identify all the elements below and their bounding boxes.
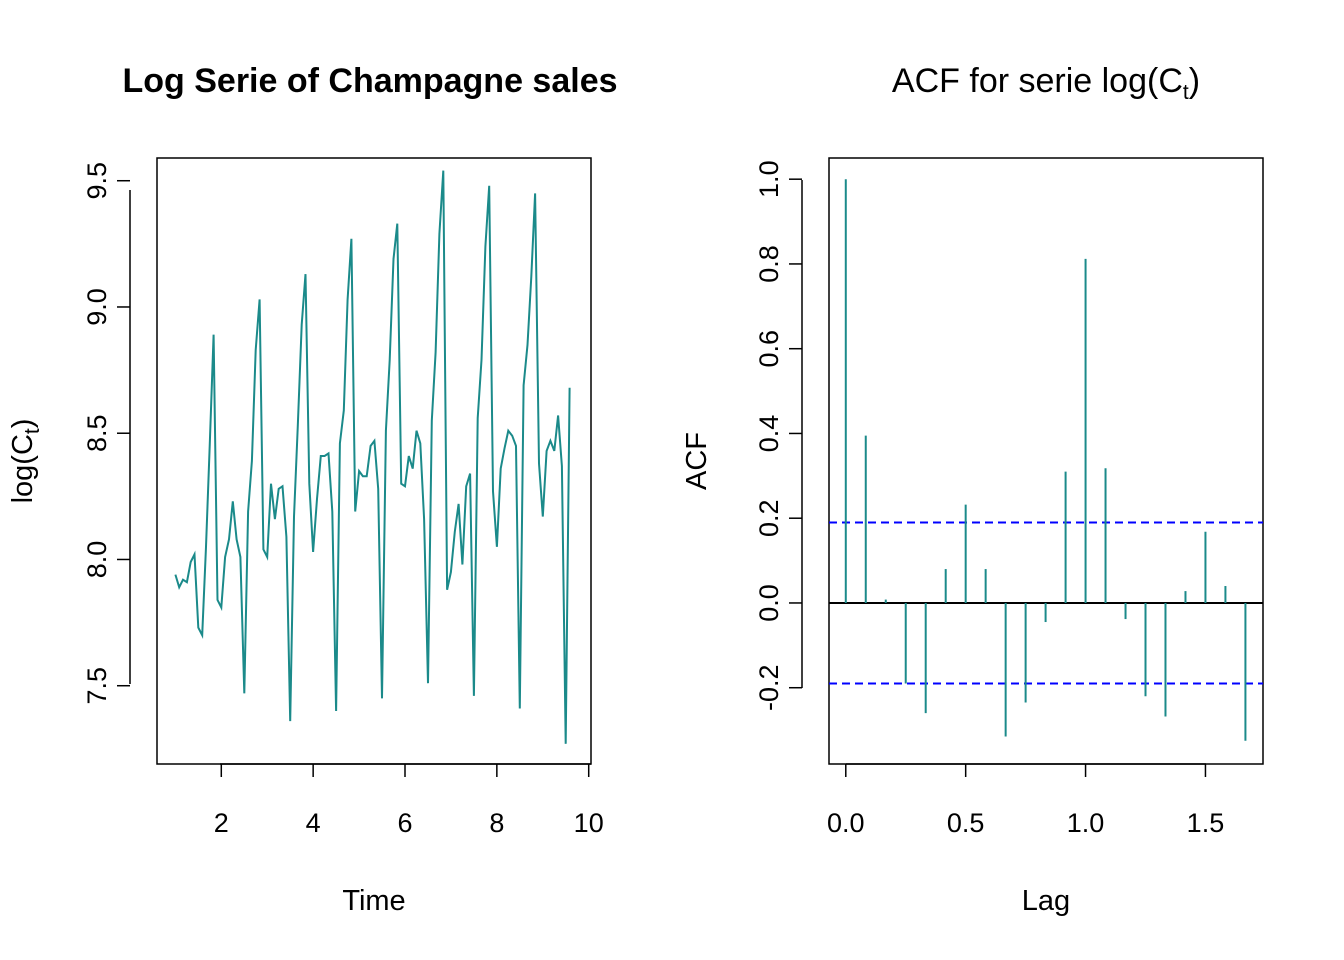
acf-y-tick-label: 0.6 — [754, 330, 784, 368]
time-series-panel: Log Serie of Champagne sales 2 4 6 8 10 7.5 8… — [7, 62, 618, 917]
acf-x-tick-label: 1.0 — [1067, 808, 1105, 838]
acf-title-prefix: ACF for serie log(C — [892, 62, 1183, 100]
time-series-y-tick-label: 8.0 — [82, 541, 112, 579]
acf-x-tick-label: 0.5 — [947, 808, 985, 838]
acf-y-label: ACF — [681, 432, 713, 490]
acf-y-tick-label: 0.8 — [754, 245, 784, 283]
acf-y-tick-label: 0.0 — [754, 584, 784, 622]
acf-x-label: Lag — [1022, 885, 1070, 917]
acf-title: ACF for serie log(Ct) — [892, 62, 1200, 104]
acf-x-tick-label: 1.5 — [1187, 808, 1225, 838]
time-series-x-tick-label: 6 — [397, 808, 412, 838]
acf-y-tick-label: -0.2 — [754, 664, 784, 711]
time-series-line — [174, 170, 571, 744]
acf-y-ticks: -0.2 0.0 0.2 0.4 0.6 0.8 1.0 — [754, 160, 802, 711]
time-series-y-tick-label: 7.5 — [82, 667, 112, 705]
time-series-y-tick-label: 9.0 — [82, 288, 112, 326]
time-series-y-label-base: log(C — [7, 434, 39, 503]
acf-x-tick-label: 0.0 — [827, 808, 865, 838]
acf-y-tick-label: 0.4 — [754, 415, 784, 453]
time-series-x-tick-label: 2 — [214, 808, 229, 838]
time-series-plot-box — [156, 157, 592, 765]
time-series-x-tick-label: 4 — [306, 808, 321, 838]
acf-y-tick-label: 1.0 — [754, 160, 784, 198]
time-series-title: Log Serie of Champagne sales — [122, 62, 617, 100]
acf-x-ticks: 0.0 0.5 1.0 1.5 — [827, 764, 1224, 838]
acf-title-subscript: t — [1183, 81, 1189, 104]
time-series-y-label-subscript: t — [21, 428, 44, 434]
time-series-y-label-close: ) — [7, 419, 39, 429]
acf-bars — [844, 179, 1247, 741]
time-series-x-tick-label: 8 — [489, 808, 504, 838]
acf-confidence-bands — [829, 521, 1263, 685]
time-series-y-tick-label: 9.5 — [82, 162, 112, 200]
acf-plot-box — [828, 157, 1264, 765]
time-series-y-ticks: 7.5 8.0 8.5 9.0 9.5 — [82, 162, 130, 705]
time-series-y-tick-label: 8.5 — [82, 414, 112, 452]
time-series-x-tick-label: 10 — [574, 808, 604, 838]
time-series-x-ticks: 2 4 6 8 10 — [214, 764, 604, 838]
acf-title-close: ) — [1189, 62, 1200, 100]
time-series-y-label: log(Ct) — [7, 419, 44, 504]
acf-y-tick-label: 0.2 — [754, 499, 784, 537]
acf-panel: ACF for serie log(Ct) 0.0 0.5 1.0 1.5 -0.2 0… — [681, 62, 1264, 917]
time-series-x-label: Time — [342, 885, 405, 917]
